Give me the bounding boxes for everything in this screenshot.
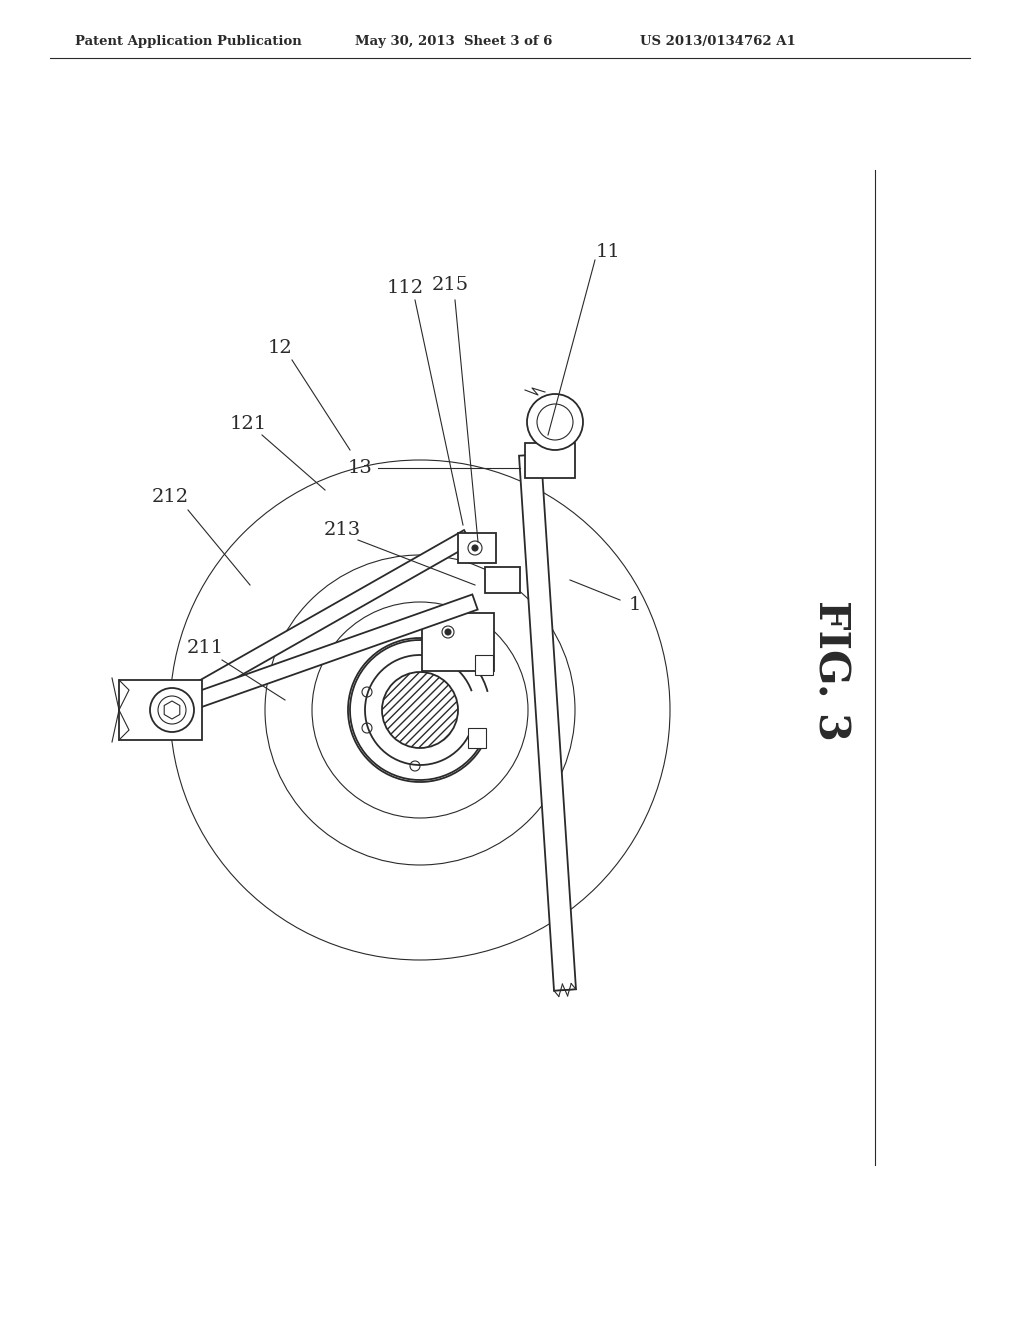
Polygon shape	[119, 680, 202, 741]
Text: Patent Application Publication: Patent Application Publication	[75, 36, 302, 49]
Text: 213: 213	[324, 521, 360, 539]
Circle shape	[382, 672, 458, 748]
Text: 215: 215	[431, 276, 469, 294]
Circle shape	[442, 626, 454, 638]
Bar	[475, 655, 493, 675]
Circle shape	[468, 541, 482, 554]
Circle shape	[150, 688, 194, 733]
Text: FIG. 3: FIG. 3	[809, 599, 851, 741]
Circle shape	[472, 545, 478, 550]
Text: 112: 112	[386, 279, 424, 297]
Text: 121: 121	[229, 414, 266, 433]
Circle shape	[445, 630, 451, 635]
Text: 11: 11	[596, 243, 621, 261]
Bar	[485, 568, 520, 593]
Circle shape	[527, 393, 583, 450]
Text: 211: 211	[186, 639, 223, 657]
Polygon shape	[152, 531, 472, 722]
Bar	[422, 612, 494, 671]
Text: 1: 1	[629, 597, 641, 614]
Text: 12: 12	[267, 339, 293, 356]
Bar	[525, 444, 575, 478]
Polygon shape	[519, 454, 575, 991]
Bar	[458, 533, 496, 564]
Text: 212: 212	[152, 488, 188, 506]
Text: 13: 13	[347, 459, 373, 477]
Bar	[468, 729, 486, 748]
Text: May 30, 2013  Sheet 3 of 6: May 30, 2013 Sheet 3 of 6	[355, 36, 552, 49]
Polygon shape	[153, 594, 477, 722]
Text: US 2013/0134762 A1: US 2013/0134762 A1	[640, 36, 796, 49]
